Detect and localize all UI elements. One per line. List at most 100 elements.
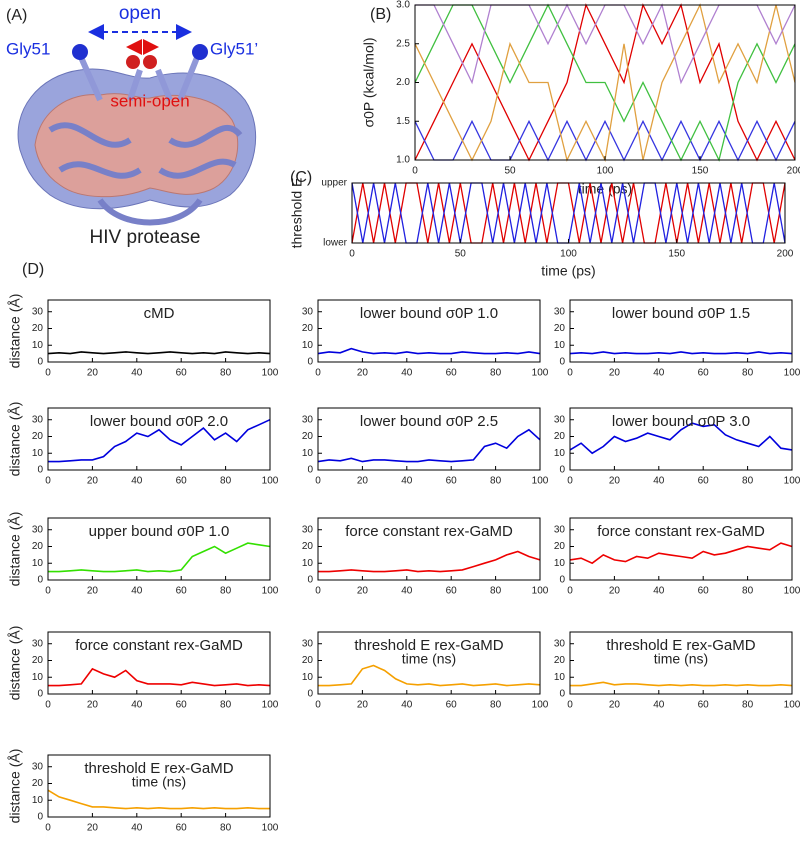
plot-title: threshold E rex-GaMD bbox=[354, 637, 503, 654]
y-tick-label: upper bbox=[321, 178, 347, 189]
plot-frame bbox=[317, 517, 541, 581]
semi-open-label: semi-open bbox=[110, 91, 189, 110]
x-tick-label: 100 bbox=[532, 368, 549, 379]
x-tick-label: 0 bbox=[315, 586, 321, 597]
y-tick-label: 20 bbox=[32, 541, 44, 552]
x-tick-label: 20 bbox=[357, 700, 369, 711]
x-tick-label: 40 bbox=[653, 700, 665, 711]
plot-title: upper bound σ0P 1.0 bbox=[89, 523, 230, 540]
y-tick-label: 20 bbox=[32, 778, 44, 789]
x-tick-label: 0 bbox=[45, 368, 51, 379]
y-tick-label: 10 bbox=[302, 340, 314, 351]
y-tick-label: 20 bbox=[554, 655, 566, 666]
x-tick-label: 60 bbox=[446, 586, 458, 597]
x-tick-label: 0 bbox=[315, 476, 321, 487]
x-axis-label: time (ns) bbox=[132, 774, 186, 790]
x-tick-label: 40 bbox=[131, 700, 143, 711]
plot-title: lower bound σ0P 3.0 bbox=[612, 413, 750, 430]
x-tick-label: 40 bbox=[131, 586, 143, 597]
x-tick-label: 40 bbox=[653, 368, 665, 379]
data-line bbox=[351, 182, 786, 244]
x-tick-label: 100 bbox=[560, 249, 577, 260]
x-tick-label: 80 bbox=[220, 586, 232, 597]
x-tick-label: 20 bbox=[609, 368, 621, 379]
y-tick-label: 0 bbox=[307, 575, 313, 586]
x-tick-label: 100 bbox=[262, 823, 279, 834]
caption: HIV protease bbox=[90, 227, 201, 248]
y-tick-label: 30 bbox=[554, 638, 566, 649]
y-tick-label: 0 bbox=[37, 357, 43, 368]
plot-frame bbox=[569, 517, 793, 581]
x-tick-label: 50 bbox=[504, 166, 516, 177]
y-tick-label: 10 bbox=[32, 672, 44, 683]
semi-open-sphere bbox=[143, 55, 157, 69]
x-tick-label: 60 bbox=[176, 700, 188, 711]
y-tick-label: 30 bbox=[302, 524, 314, 535]
x-tick-label: 0 bbox=[45, 476, 51, 487]
plot-frame bbox=[569, 299, 793, 363]
x-tick-label: 150 bbox=[668, 249, 685, 260]
plot-frame bbox=[47, 517, 271, 581]
data-line bbox=[569, 422, 793, 455]
y-axis-label: distance (Å) bbox=[7, 749, 23, 824]
x-tick-label: 0 bbox=[45, 586, 51, 597]
y-tick-label: 20 bbox=[554, 541, 566, 552]
y-tick-label: 30 bbox=[32, 306, 44, 317]
plot-title: force constant rex-GaMD bbox=[75, 637, 243, 654]
y-axis-label: σ0P (kcal/mol) bbox=[361, 37, 377, 127]
protein-illustration bbox=[17, 24, 257, 226]
x-tick-label: 20 bbox=[87, 476, 99, 487]
x-tick-label: 20 bbox=[609, 586, 621, 597]
y-tick-label: 10 bbox=[302, 672, 314, 683]
x-tick-label: 40 bbox=[401, 700, 413, 711]
x-tick-label: 100 bbox=[532, 476, 549, 487]
y-tick-label: 30 bbox=[302, 414, 314, 425]
y-tick-label: 20 bbox=[32, 323, 44, 334]
x-tick-label: 100 bbox=[262, 476, 279, 487]
x-tick-label: 20 bbox=[357, 368, 369, 379]
x-tick-label: 40 bbox=[653, 586, 665, 597]
data-line bbox=[317, 347, 541, 355]
residue-label: Gly51’ bbox=[210, 39, 258, 58]
x-tick-label: 40 bbox=[653, 476, 665, 487]
data-line bbox=[569, 542, 793, 565]
x-tick-label: 60 bbox=[698, 586, 710, 597]
y-tick-label: 3.0 bbox=[396, 0, 410, 11]
x-tick-label: 20 bbox=[87, 586, 99, 597]
y-tick-label: 20 bbox=[554, 431, 566, 442]
x-tick-label: 20 bbox=[87, 368, 99, 379]
x-tick-label: 100 bbox=[597, 166, 614, 177]
y-tick-label: 0 bbox=[37, 812, 43, 823]
panel-label: (B) bbox=[370, 6, 391, 23]
plot-title: force constant rex-GaMD bbox=[345, 523, 513, 540]
x-tick-label: 80 bbox=[220, 823, 232, 834]
x-tick-label: 20 bbox=[357, 476, 369, 487]
x-tick-label: 60 bbox=[446, 368, 458, 379]
x-tick-label: 0 bbox=[45, 700, 51, 711]
y-tick-label: 30 bbox=[302, 306, 314, 317]
x-tick-label: 150 bbox=[692, 166, 709, 177]
y-tick-label: 10 bbox=[554, 558, 566, 569]
y-tick-label: 10 bbox=[554, 672, 566, 683]
y-tick-label: 10 bbox=[32, 448, 44, 459]
data-line bbox=[47, 789, 270, 810]
x-tick-label: 60 bbox=[446, 476, 458, 487]
y-tick-label: 30 bbox=[302, 638, 314, 649]
residue-label: Gly51 bbox=[6, 39, 50, 58]
x-tick-label: 0 bbox=[567, 476, 573, 487]
y-axis-label: distance (Å) bbox=[7, 402, 23, 477]
x-tick-label: 20 bbox=[87, 700, 99, 711]
y-tick-label: 10 bbox=[32, 558, 44, 569]
x-tick-label: 60 bbox=[446, 700, 458, 711]
y-tick-label: 20 bbox=[302, 431, 314, 442]
y-tick-label: 20 bbox=[302, 655, 314, 666]
x-tick-label: 0 bbox=[315, 700, 321, 711]
x-tick-label: 80 bbox=[742, 368, 754, 379]
y-tick-label: 1.0 bbox=[396, 155, 410, 166]
x-tick-label: 0 bbox=[567, 368, 573, 379]
y-tick-label: 0 bbox=[559, 357, 565, 368]
x-tick-label: 60 bbox=[698, 368, 710, 379]
panel-label: (C) bbox=[290, 169, 312, 186]
x-tick-label: 60 bbox=[176, 368, 188, 379]
gly51-sphere bbox=[72, 44, 88, 60]
